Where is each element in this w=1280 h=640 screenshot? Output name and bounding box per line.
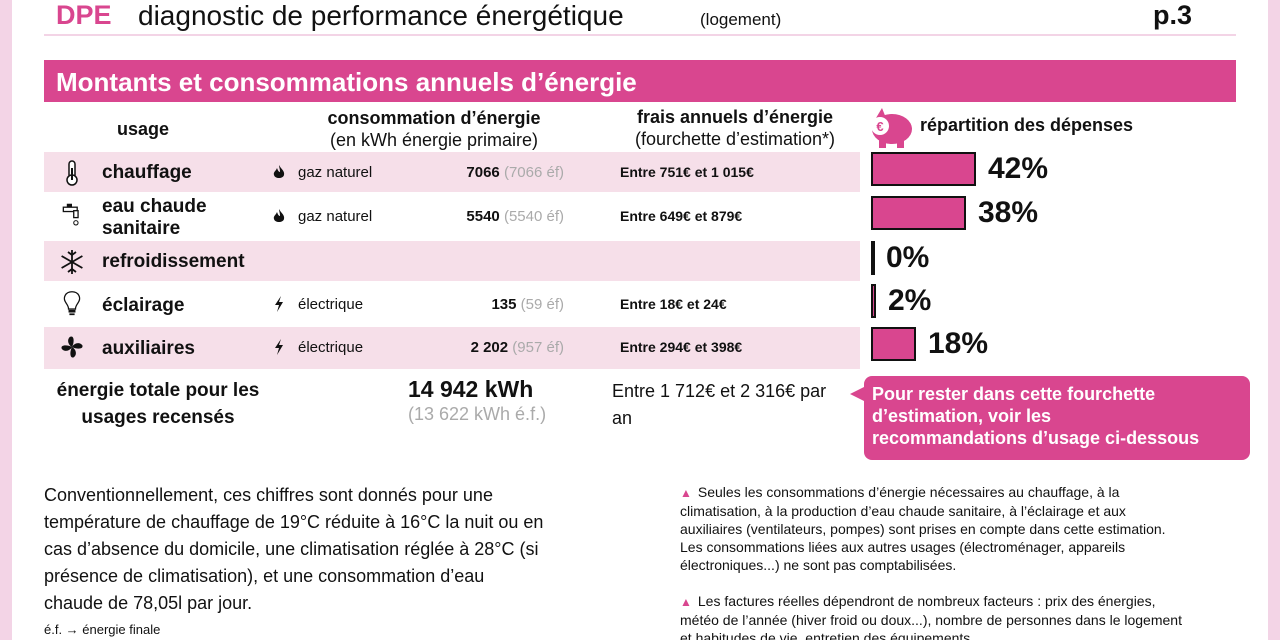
col-consumption: consommation d’énergie (en kWh énergie p… bbox=[276, 107, 592, 151]
convention-note: Conventionnellement, ces chiffres sont d… bbox=[44, 485, 544, 613]
header-title: diagnostic de performance énergétique bbox=[138, 0, 624, 31]
warning-icon: ▲ bbox=[680, 595, 692, 609]
col-consumption-title: consommation d’énergie bbox=[327, 108, 541, 128]
energy-type: gaz naturel bbox=[298, 208, 373, 225]
fan-icon bbox=[61, 336, 83, 358]
lightning-icon bbox=[275, 339, 283, 355]
ef-legend: é.f. → énergie finale bbox=[44, 622, 161, 637]
header-subtitle: (logement) bbox=[700, 10, 782, 29]
consumption-value: 135 (59 éf) bbox=[491, 296, 564, 313]
annual-costs: Entre 649€ et 879€ bbox=[620, 208, 743, 224]
col-consumption-sub: (en kWh énergie primaire) bbox=[329, 130, 539, 150]
callout-tail bbox=[850, 386, 866, 402]
page-header bbox=[44, 0, 1236, 36]
total-consumption-ef: (13 622 kWh é.f.) bbox=[408, 404, 547, 424]
usage-label: éclairage bbox=[102, 295, 185, 316]
annual-costs: Entre 294€ et 398€ bbox=[620, 339, 743, 355]
warning-note: ▲ Seules les consommations d’énergie néce… bbox=[680, 484, 1166, 573]
bar-auxiliaires bbox=[871, 327, 916, 361]
annual-costs: Entre 18€ et 24€ bbox=[620, 296, 727, 312]
bar-refroidissement bbox=[871, 241, 875, 275]
section-bar: Montants et consommations annuels d’éner… bbox=[44, 60, 1236, 102]
usage-label: auxiliaires bbox=[102, 338, 195, 359]
usage-label: eau chaude sanitaire bbox=[102, 196, 207, 239]
page-sheet bbox=[12, 0, 1268, 640]
faucet-icon bbox=[62, 203, 79, 226]
usage-label: refroidissement bbox=[102, 251, 245, 272]
bar-eclairage bbox=[871, 284, 876, 318]
snowflake-icon bbox=[61, 250, 83, 274]
thermometer-icon bbox=[66, 160, 78, 186]
table-row: auxiliaires électrique 2 202 (957 éf) En… bbox=[44, 327, 860, 369]
warning-icon: ▲ bbox=[680, 486, 692, 500]
pct-auxiliaires: 18% bbox=[928, 327, 989, 360]
usage-label: chauffage bbox=[102, 162, 192, 183]
table-row: refroidissement bbox=[44, 241, 860, 281]
pct-eclairage: 2% bbox=[888, 284, 932, 317]
col-costs-sub: (fourchette d’estimation*) bbox=[634, 129, 836, 149]
section-title: Montants et consommations annuels d’éner… bbox=[56, 67, 637, 97]
pct-eau-chaude: 38% bbox=[978, 196, 1039, 229]
col-costs-title: frais annuels d’énergie bbox=[636, 107, 834, 127]
table-row: chauffage gaz naturel 7066 (7066 éf) Ent… bbox=[44, 152, 860, 192]
lightning-icon bbox=[275, 296, 283, 312]
total-consumption: 14 942 kWh bbox=[408, 376, 534, 402]
consumption-value: 5540 (5540 éf) bbox=[466, 208, 564, 225]
energy-type: électrique bbox=[298, 296, 364, 313]
total-costs: Entre 1 712€ et 2 316€ par an bbox=[612, 381, 827, 428]
total-row: énergie totale pour les usages recensés 1… bbox=[44, 372, 860, 428]
energy-type: électrique bbox=[298, 339, 364, 356]
flame-icon bbox=[273, 165, 285, 178]
col-distribution: répartition des dépenses bbox=[920, 115, 1134, 135]
consumption-value: 7066 (7066 éf) bbox=[466, 164, 564, 181]
table-row: éclairage électrique 135 (59 éf) Entre 1… bbox=[44, 284, 860, 326]
bar-eau-chaude bbox=[871, 196, 966, 230]
callout-text: Pour rester dans cette fourchette d’esti… bbox=[872, 384, 1200, 448]
pct-chauffage: 42% bbox=[988, 152, 1049, 185]
col-costs: frais annuels d’énergie (fourchette d’es… bbox=[612, 106, 858, 150]
consumption-value: 2 202 (957 éf) bbox=[470, 339, 564, 356]
flame-icon bbox=[273, 209, 285, 222]
annual-costs: Entre 751€ et 1 015€ bbox=[620, 164, 754, 180]
dpe-brand: DPE bbox=[56, 0, 112, 30]
page-number: p.3 bbox=[1153, 0, 1193, 30]
total-label: énergie totale pour les usages recensés bbox=[56, 380, 260, 428]
piggy-bank-icon: € bbox=[871, 108, 912, 148]
table-row: eau chaude sanitaire gaz naturel 5540 (55… bbox=[44, 196, 860, 240]
bar-chauffage bbox=[871, 152, 976, 186]
bulb-icon bbox=[63, 291, 81, 316]
col-usage: usage bbox=[116, 119, 170, 139]
energy-type: gaz naturel bbox=[298, 164, 373, 181]
pct-refroidissement: 0% bbox=[886, 241, 930, 274]
callout-recommendation: Pour rester dans cette fourchette d’esti… bbox=[850, 376, 1250, 460]
svg-text:€: € bbox=[876, 119, 883, 134]
warning-note: ▲ Les factures réelles dépendront de nomb… bbox=[680, 593, 1182, 640]
